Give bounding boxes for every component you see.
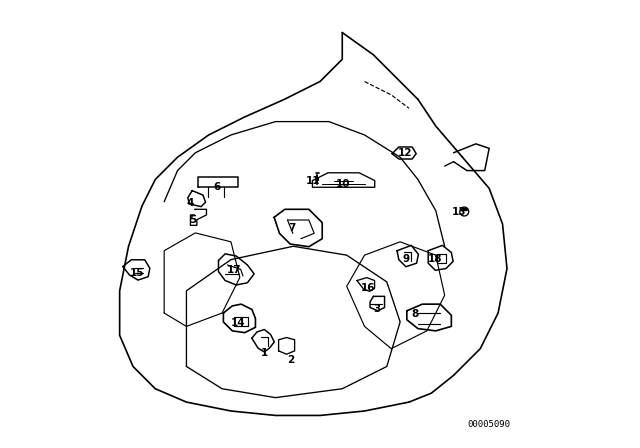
Text: 3: 3 [373, 304, 381, 314]
Text: 5: 5 [189, 215, 196, 224]
Text: 7: 7 [288, 223, 296, 233]
Text: 18: 18 [428, 254, 442, 264]
Text: 9: 9 [403, 254, 410, 264]
Text: 14: 14 [230, 318, 245, 328]
Text: 12: 12 [397, 148, 412, 158]
Text: 17: 17 [227, 265, 241, 275]
Text: 13: 13 [452, 207, 466, 216]
Text: 1: 1 [260, 348, 268, 358]
Text: 11: 11 [306, 176, 321, 186]
Text: 6: 6 [213, 182, 220, 193]
Text: 16: 16 [361, 283, 375, 293]
Text: 4: 4 [186, 198, 194, 208]
Text: 2: 2 [287, 355, 294, 365]
Text: 00005090: 00005090 [468, 420, 511, 429]
Text: 8: 8 [412, 309, 419, 319]
Text: 10: 10 [336, 179, 351, 189]
Text: 15: 15 [130, 268, 145, 278]
